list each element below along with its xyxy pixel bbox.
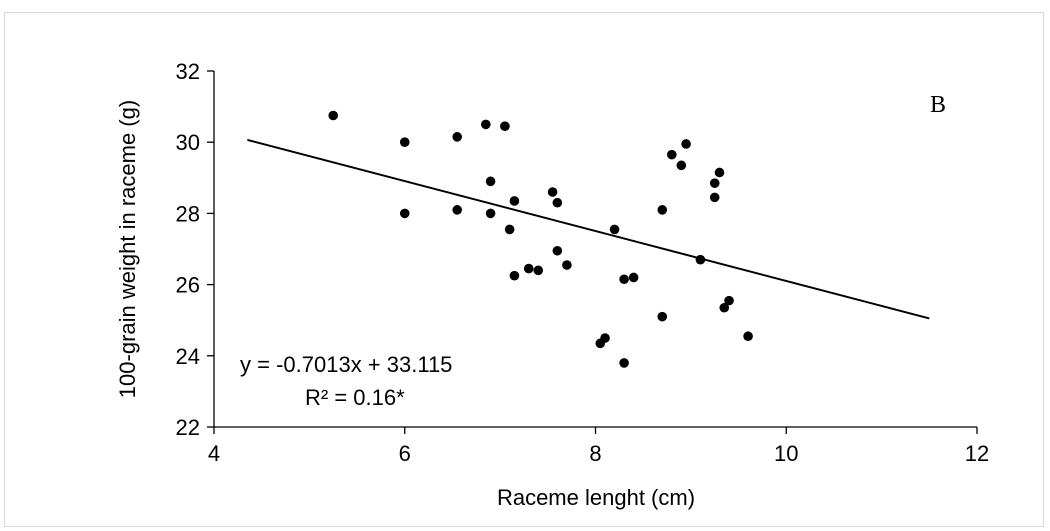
x-tick-label: 4 <box>208 441 220 466</box>
data-point <box>485 176 496 187</box>
data-point <box>399 137 410 147</box>
x-tick-label: 8 <box>589 441 601 466</box>
data-point <box>552 245 563 256</box>
data-point <box>481 119 491 130</box>
data-point <box>676 160 687 171</box>
data-point <box>724 295 734 306</box>
data-point <box>562 260 572 270</box>
data-point <box>399 208 410 219</box>
data-point <box>628 272 639 283</box>
panel-label: B <box>930 92 946 118</box>
data-point <box>523 263 534 274</box>
x-axis-label: Raceme lenght (cm) <box>497 485 695 510</box>
data-points <box>328 110 753 368</box>
data-point <box>743 331 753 342</box>
data-point <box>714 167 725 178</box>
data-point <box>504 224 515 235</box>
y-tick-label: 22 <box>176 415 200 440</box>
data-point <box>667 149 677 160</box>
y-ticks: 22 24 26 28 30 32 <box>176 59 214 440</box>
y-tick-label: 30 <box>176 130 200 155</box>
y-axis-label: 100-grain weight in raceme (g) <box>115 100 140 398</box>
data-point <box>657 311 668 322</box>
data-point <box>500 121 510 131</box>
axes: 4 6 8 10 12 22 24 26 28 30 32 <box>176 59 990 466</box>
data-point <box>547 187 558 197</box>
y-tick-label: 26 <box>176 273 200 298</box>
data-point <box>619 358 629 368</box>
data-point <box>657 205 668 215</box>
x-ticks: 4 6 8 10 12 <box>208 427 989 466</box>
data-point <box>552 197 563 208</box>
x-tick-label: 6 <box>399 441 411 466</box>
data-point <box>695 254 706 265</box>
data-point <box>609 224 620 235</box>
chart-frame <box>4 12 1044 527</box>
data-point <box>619 274 629 285</box>
y-tick-label: 32 <box>176 59 200 84</box>
data-point <box>452 132 463 142</box>
x-tick-label: 12 <box>965 441 989 466</box>
regression-equation: y = -0.7013x + 33.115 <box>240 352 452 377</box>
x-tick-label: 10 <box>774 441 798 466</box>
data-point <box>709 192 720 203</box>
r-squared-label: R² = 0.16* <box>305 385 405 410</box>
data-point <box>485 208 496 219</box>
data-point <box>709 178 720 188</box>
y-tick-label: 28 <box>176 201 200 226</box>
data-point <box>509 196 520 206</box>
data-point <box>509 270 520 281</box>
data-point <box>600 333 610 343</box>
data-point <box>681 139 691 149</box>
y-tick-label: 24 <box>176 344 200 369</box>
data-point <box>533 265 544 276</box>
data-point <box>452 205 463 215</box>
data-point <box>719 302 730 313</box>
trendline <box>247 138 930 320</box>
data-point <box>328 110 339 121</box>
